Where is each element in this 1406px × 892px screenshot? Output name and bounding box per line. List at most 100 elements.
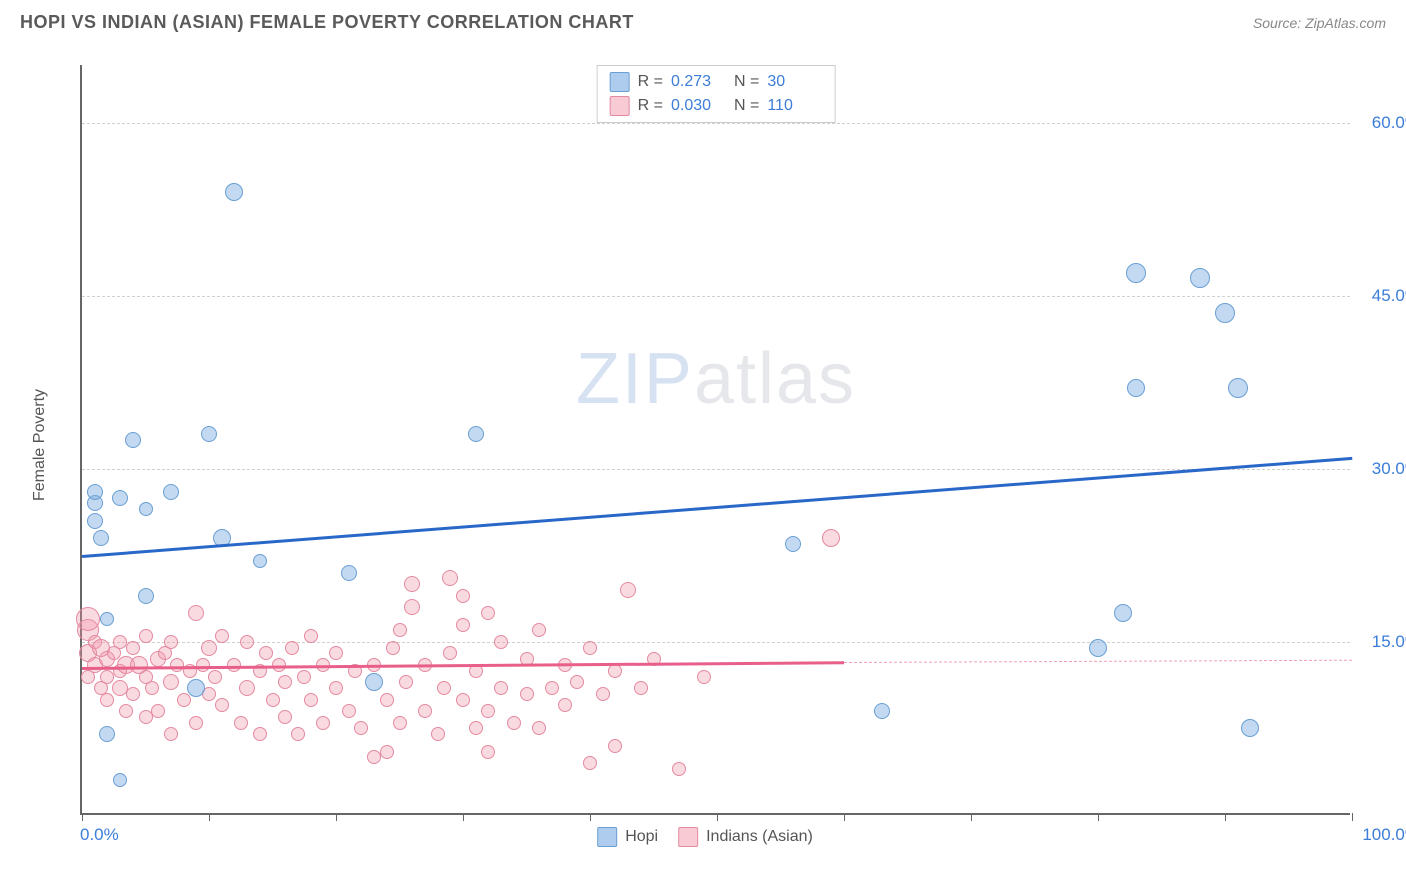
blue-point: [201, 426, 217, 442]
pink-point: [393, 716, 407, 730]
pink-point: [634, 681, 648, 695]
source-label: Source: ZipAtlas.com: [1253, 15, 1386, 31]
pink-point: [163, 674, 179, 690]
pink-point: [456, 589, 470, 603]
blue-point: [113, 773, 127, 787]
pink-point: [456, 693, 470, 707]
blue-point: [341, 565, 357, 581]
x-tick: [209, 813, 210, 821]
pink-point: [304, 693, 318, 707]
legend-label: Indians (Asian): [706, 828, 813, 846]
legend-series: Hopi Indians (Asian): [597, 827, 813, 847]
blue-point: [100, 612, 114, 626]
blue-point: [1228, 378, 1248, 398]
blue-point: [1089, 639, 1107, 657]
pink-point: [418, 704, 432, 718]
y-tick-label: 30.0%: [1372, 459, 1406, 479]
blue-point: [1190, 268, 1210, 288]
blue-point: [93, 530, 109, 546]
legend-label: Hopi: [625, 828, 658, 846]
pink-point: [532, 721, 546, 735]
r-value: 0.030: [671, 97, 726, 115]
blue-point: [225, 183, 243, 201]
blue-point: [1215, 303, 1235, 323]
legend-stats-row: R =0.273N =30: [610, 70, 823, 94]
pink-point: [240, 635, 254, 649]
legend-item-blue: Hopi: [597, 827, 658, 847]
pink-point: [822, 529, 840, 547]
pink-point: [278, 710, 292, 724]
pink-point: [177, 693, 191, 707]
pink-point: [145, 681, 159, 695]
pink-point: [139, 629, 153, 643]
x-tick: [844, 813, 845, 821]
pink-point: [404, 576, 420, 592]
blue-point: [1241, 719, 1259, 737]
pink-point: [620, 582, 636, 598]
blue-point: [112, 490, 128, 506]
pink-point: [119, 704, 133, 718]
pink-point: [164, 635, 178, 649]
pink-point: [380, 693, 394, 707]
watermark: ZIPatlas: [576, 338, 856, 420]
blue-point: [87, 513, 103, 529]
x-tick: [1098, 813, 1099, 821]
pink-point: [608, 664, 622, 678]
pink-point: [189, 716, 203, 730]
pink-point: [126, 641, 140, 655]
pink-point: [266, 693, 280, 707]
pink-point: [404, 599, 420, 615]
pink-point: [329, 681, 343, 695]
pink-point: [520, 687, 534, 701]
trendline-blue: [82, 457, 1352, 558]
pink-point: [354, 721, 368, 735]
blue-point: [1127, 379, 1145, 397]
y-tick-label: 45.0%: [1372, 286, 1406, 306]
pink-point: [545, 681, 559, 695]
pink-point: [469, 721, 483, 735]
gridline-h: [82, 123, 1350, 124]
pink-point: [285, 641, 299, 655]
pink-point: [215, 629, 229, 643]
pink-point: [278, 675, 292, 689]
y-tick-label: 60.0%: [1372, 113, 1406, 133]
n-label: N =: [734, 73, 759, 91]
pink-point: [291, 727, 305, 741]
pink-point: [431, 727, 445, 741]
blue-point: [874, 703, 890, 719]
x-tick: [717, 813, 718, 821]
chart-container: Female Poverty ZIPatlas R =0.273N =30R =…: [50, 55, 1360, 835]
pink-point: [583, 756, 597, 770]
pink-point: [481, 704, 495, 718]
x-tick: [590, 813, 591, 821]
blue-point: [87, 484, 103, 500]
blue-point: [139, 502, 153, 516]
pink-point: [481, 745, 495, 759]
pink-point: [399, 675, 413, 689]
pink-point: [443, 646, 457, 660]
pink-point: [329, 646, 343, 660]
pink-point: [583, 641, 597, 655]
pink-point: [201, 640, 217, 656]
blue-point: [187, 679, 205, 697]
x-tick: [82, 813, 83, 821]
pink-point: [608, 739, 622, 753]
n-value: 110: [767, 97, 822, 115]
legend-swatch-pink: [610, 96, 630, 116]
legend-swatch-blue: [597, 827, 617, 847]
blue-point: [125, 432, 141, 448]
x-tick: [1352, 813, 1353, 821]
pink-point: [494, 681, 508, 695]
pink-point: [507, 716, 521, 730]
pink-point: [596, 687, 610, 701]
x-tick: [336, 813, 337, 821]
gridline-h: [82, 642, 1350, 643]
pink-point: [297, 670, 311, 684]
y-tick-label: 15.0%: [1372, 632, 1406, 652]
pink-point: [342, 704, 356, 718]
pink-point: [215, 698, 229, 712]
plot-area: ZIPatlas R =0.273N =30R =0.030N =110 15.…: [80, 65, 1350, 815]
blue-point: [1126, 263, 1146, 283]
blue-point: [138, 588, 154, 604]
r-label: R =: [638, 73, 663, 91]
